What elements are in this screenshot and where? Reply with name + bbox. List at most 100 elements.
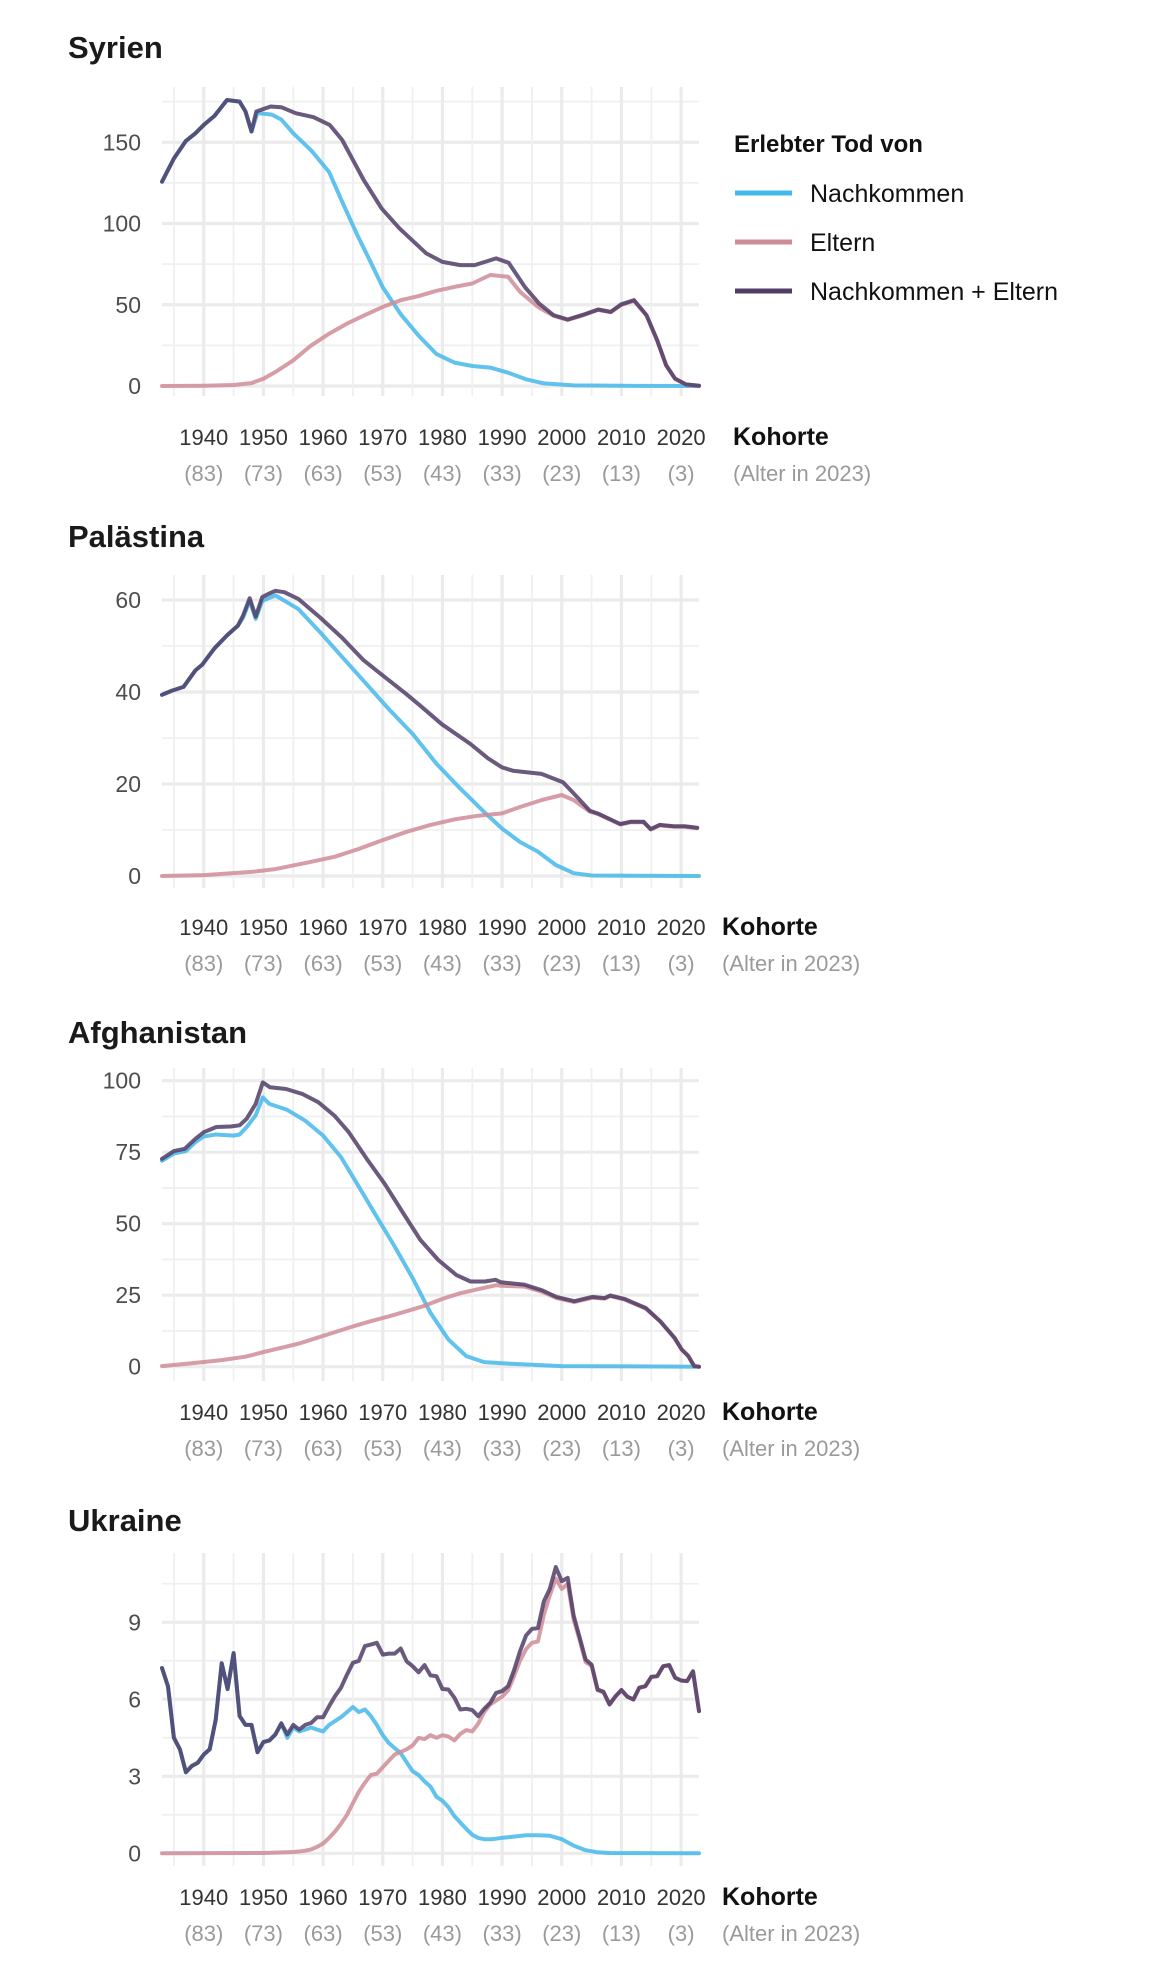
y-tick-label: 50: [115, 292, 141, 318]
y-tick-label: 60: [115, 587, 141, 613]
y-tick-label: 75: [115, 1139, 141, 1165]
x-age-label: (13): [602, 1436, 641, 1461]
x-tick-label: 1980: [418, 915, 467, 940]
y-tick-label: 9: [128, 1609, 141, 1635]
x-axis-title: Kohorte: [722, 1398, 818, 1426]
x-axis-title: Kohorte: [733, 423, 829, 451]
x-age-label: (3): [668, 1436, 695, 1461]
x-tick-label: 1980: [418, 1400, 467, 1425]
x-age-label: (63): [304, 1921, 343, 1946]
x-age-label: (53): [363, 461, 402, 486]
x-age-label: (63): [304, 1436, 343, 1461]
x-age-label: (83): [184, 1436, 223, 1461]
x-tick-label: 1960: [299, 1885, 348, 1910]
x-tick-label: 2010: [597, 915, 646, 940]
x-tick-label: 2010: [597, 425, 646, 450]
x-axis-subtitle: (Alter in 2023): [722, 1921, 860, 1946]
y-tick-label: 0: [128, 373, 141, 399]
x-age-label: (13): [602, 951, 641, 976]
x-tick-label: 2020: [657, 915, 706, 940]
x-age-label: (23): [542, 1436, 581, 1461]
x-tick-label: 1980: [418, 425, 467, 450]
x-tick-label: 1960: [299, 915, 348, 940]
x-age-label: (73): [244, 1436, 283, 1461]
series-line-beide: [160, 588, 700, 832]
panel-title: Palästina: [68, 519, 205, 554]
x-axis-title: Kohorte: [722, 1883, 818, 1911]
x-tick-label: 1950: [239, 425, 288, 450]
y-tick-label: 0: [128, 863, 141, 889]
series-line-nachkommen: [160, 1095, 701, 1369]
legend-label-eltern: Eltern: [810, 229, 875, 257]
panel-afghanistan: Afghanistan 0 25 50 75 100 1940 (83) 1950 (73) 196…: [68, 1015, 860, 1461]
y-tick-label: 100: [103, 211, 141, 237]
x-age-label: (43): [423, 461, 462, 486]
x-tick-label: 2020: [657, 1885, 706, 1910]
legend-item-eltern: Eltern: [735, 229, 875, 257]
x-tick-label: 1990: [478, 425, 527, 450]
x-age-label: (53): [363, 1921, 402, 1946]
x-tick-label: 1970: [358, 1885, 407, 1910]
chart-panels: Syrien 0 50 100 150 1940 (83) 1950 (73) 1960 (63) 1…: [68, 30, 871, 1946]
y-tick-label: 3: [128, 1763, 141, 1789]
x-age-label: (83): [184, 951, 223, 976]
legend-item-nachkommen: Nachkommen: [735, 180, 964, 208]
y-tick-label: 0: [128, 1840, 141, 1866]
x-age-label: (33): [483, 951, 522, 976]
x-tick-label: 1970: [358, 915, 407, 940]
x-age-label: (83): [184, 461, 223, 486]
series-line-beide: [160, 1080, 701, 1369]
x-axis-title: Kohorte: [722, 913, 818, 941]
grid: [162, 1553, 699, 1866]
x-tick-label: 2020: [657, 1400, 706, 1425]
x-age-label: (13): [602, 1921, 641, 1946]
x-axis-subtitle: (Alter in 2023): [733, 461, 871, 486]
series-line-nachkommen: [160, 1651, 701, 1856]
panel-syrien: Syrien 0 50 100 150 1940 (83) 1950 (73) 1960 (63) 1…: [68, 30, 871, 486]
panel-ukraine: Ukraine 0 3 6 9 1940 (83) 1950 (73) 1960 (63) 1970 (…: [68, 1503, 860, 1946]
y-tick-label: 6: [128, 1686, 141, 1712]
legend-item-beide: Nachkommen + Eltern: [735, 278, 1058, 306]
panel-title: Syrien: [68, 30, 163, 65]
x-tick-label: 1990: [478, 1885, 527, 1910]
x-tick-label: 2000: [537, 425, 586, 450]
y-tick-label: 40: [115, 679, 141, 705]
x-age-label: (43): [423, 1436, 462, 1461]
x-tick-label: 1950: [239, 1885, 288, 1910]
x-tick-label: 2000: [537, 1400, 586, 1425]
x-tick-label: 1990: [478, 915, 527, 940]
x-tick-label: 1970: [358, 425, 407, 450]
x-age-label: (33): [483, 1921, 522, 1946]
x-tick-label: 1940: [179, 425, 228, 450]
x-age-label: (73): [244, 951, 283, 976]
legend-label-nachkommen: Nachkommen: [810, 180, 964, 208]
series-line-nachkommen: [160, 593, 701, 878]
series-line-eltern: [160, 1576, 701, 1856]
legend-label-beide: Nachkommen + Eltern: [810, 278, 1058, 306]
x-tick-label: 1980: [418, 1885, 467, 1910]
x-tick-label: 1950: [239, 1400, 288, 1425]
x-age-label: (3): [668, 1921, 695, 1946]
x-tick-label: 1940: [179, 915, 228, 940]
x-axis-subtitle: (Alter in 2023): [722, 1436, 860, 1461]
panel-palaestina: Palästina 0 20 40 60 1940 (83) 1950 (73) 1960 (63)…: [68, 519, 860, 976]
series-group: [160, 1565, 701, 1856]
x-tick-label: 2010: [597, 1400, 646, 1425]
x-age-label: (43): [423, 951, 462, 976]
grid: [162, 1068, 699, 1381]
y-tick-label: 150: [103, 129, 141, 155]
x-age-label: (23): [542, 1921, 581, 1946]
x-tick-label: 2020: [657, 425, 706, 450]
x-tick-label: 1970: [358, 1400, 407, 1425]
series-line-eltern: [160, 793, 700, 878]
x-age-label: (13): [602, 461, 641, 486]
y-tick-label: 25: [115, 1282, 141, 1308]
x-tick-label: 1990: [478, 1400, 527, 1425]
series-line-beide: [160, 1565, 701, 1775]
x-tick-label: 1940: [179, 1400, 228, 1425]
series-group: [160, 588, 701, 878]
grid: [162, 87, 699, 396]
grid: [162, 575, 699, 888]
x-age-label: (3): [668, 461, 695, 486]
x-axis-subtitle: (Alter in 2023): [722, 951, 860, 976]
